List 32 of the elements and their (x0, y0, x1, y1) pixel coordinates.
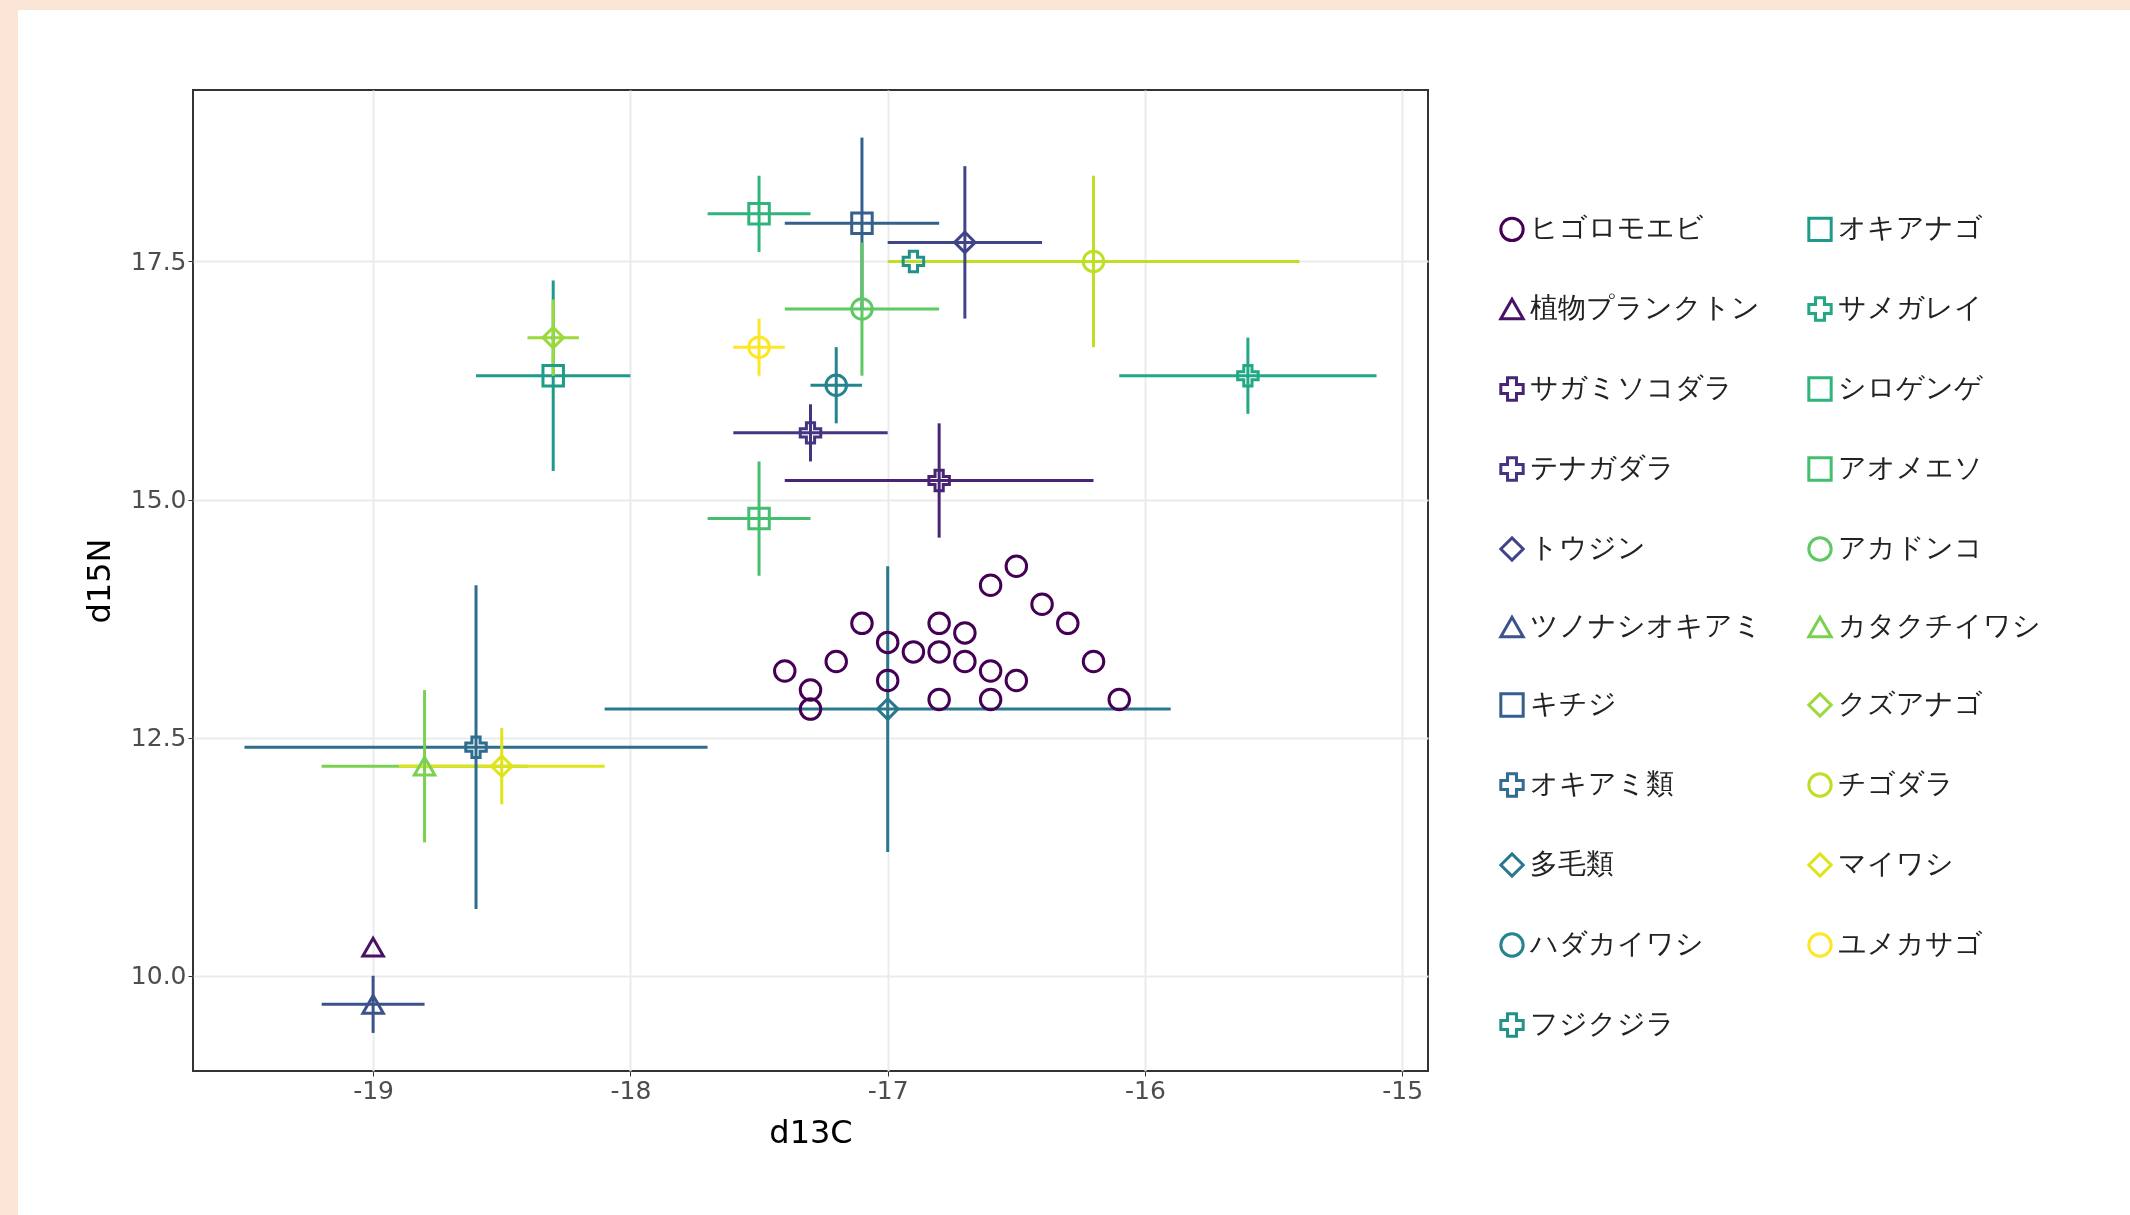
x-axis-title: d13C (769, 1112, 853, 1151)
x-tick-label: -17 (867, 1075, 909, 1105)
legend-label: ハダカイワシ (1529, 927, 1704, 960)
x-tick-label: -16 (1125, 1075, 1166, 1105)
legend-label: テナガダラ (1530, 451, 1675, 484)
y-axis-title: d15N (79, 538, 118, 624)
x-tick-label: -15 (1382, 1075, 1424, 1105)
legend-label: チゴダラ (1838, 767, 1954, 800)
legend-label: オキアミ類 (1530, 767, 1674, 800)
legend-label: ツノナシオキアミ (1530, 609, 1762, 642)
legend-label: マイワシ (1838, 847, 1954, 880)
legend-label: フジクジラ (1530, 1007, 1675, 1040)
legend-label: アオメエソ (1838, 451, 1983, 484)
legend-label: 多毛類 (1530, 847, 1614, 880)
legend-label: クズアナゴ (1838, 687, 1983, 720)
y-tick-label: 15.0 (130, 485, 187, 515)
y-tick-label: 12.5 (130, 723, 187, 753)
legend-label: ユメカサゴ (1838, 927, 1983, 960)
legend-label: キチジ (1530, 687, 1617, 720)
x-tick-label: -19 (353, 1075, 395, 1105)
legend-label: ヒゴロモエビ (1530, 211, 1704, 245)
legend-label: オキアナゴ (1838, 211, 1983, 245)
legend-label: カタクチイワシ (1838, 609, 2041, 642)
x-tick-label: -18 (610, 1075, 652, 1105)
y-tick-label: 17.5 (130, 246, 187, 276)
legend-label: 植物プランクトン (1530, 291, 1760, 324)
legend-label: アカドンコ (1838, 531, 1983, 564)
y-tick-label: 10.0 (130, 961, 187, 991)
legend-label: サメガレイ (1838, 291, 1983, 324)
legend-label: トウジン (1530, 531, 1646, 564)
legend-label: シロゲンゲ (1838, 371, 1984, 404)
legend-label: サガミソコダラ (1530, 371, 1733, 404)
